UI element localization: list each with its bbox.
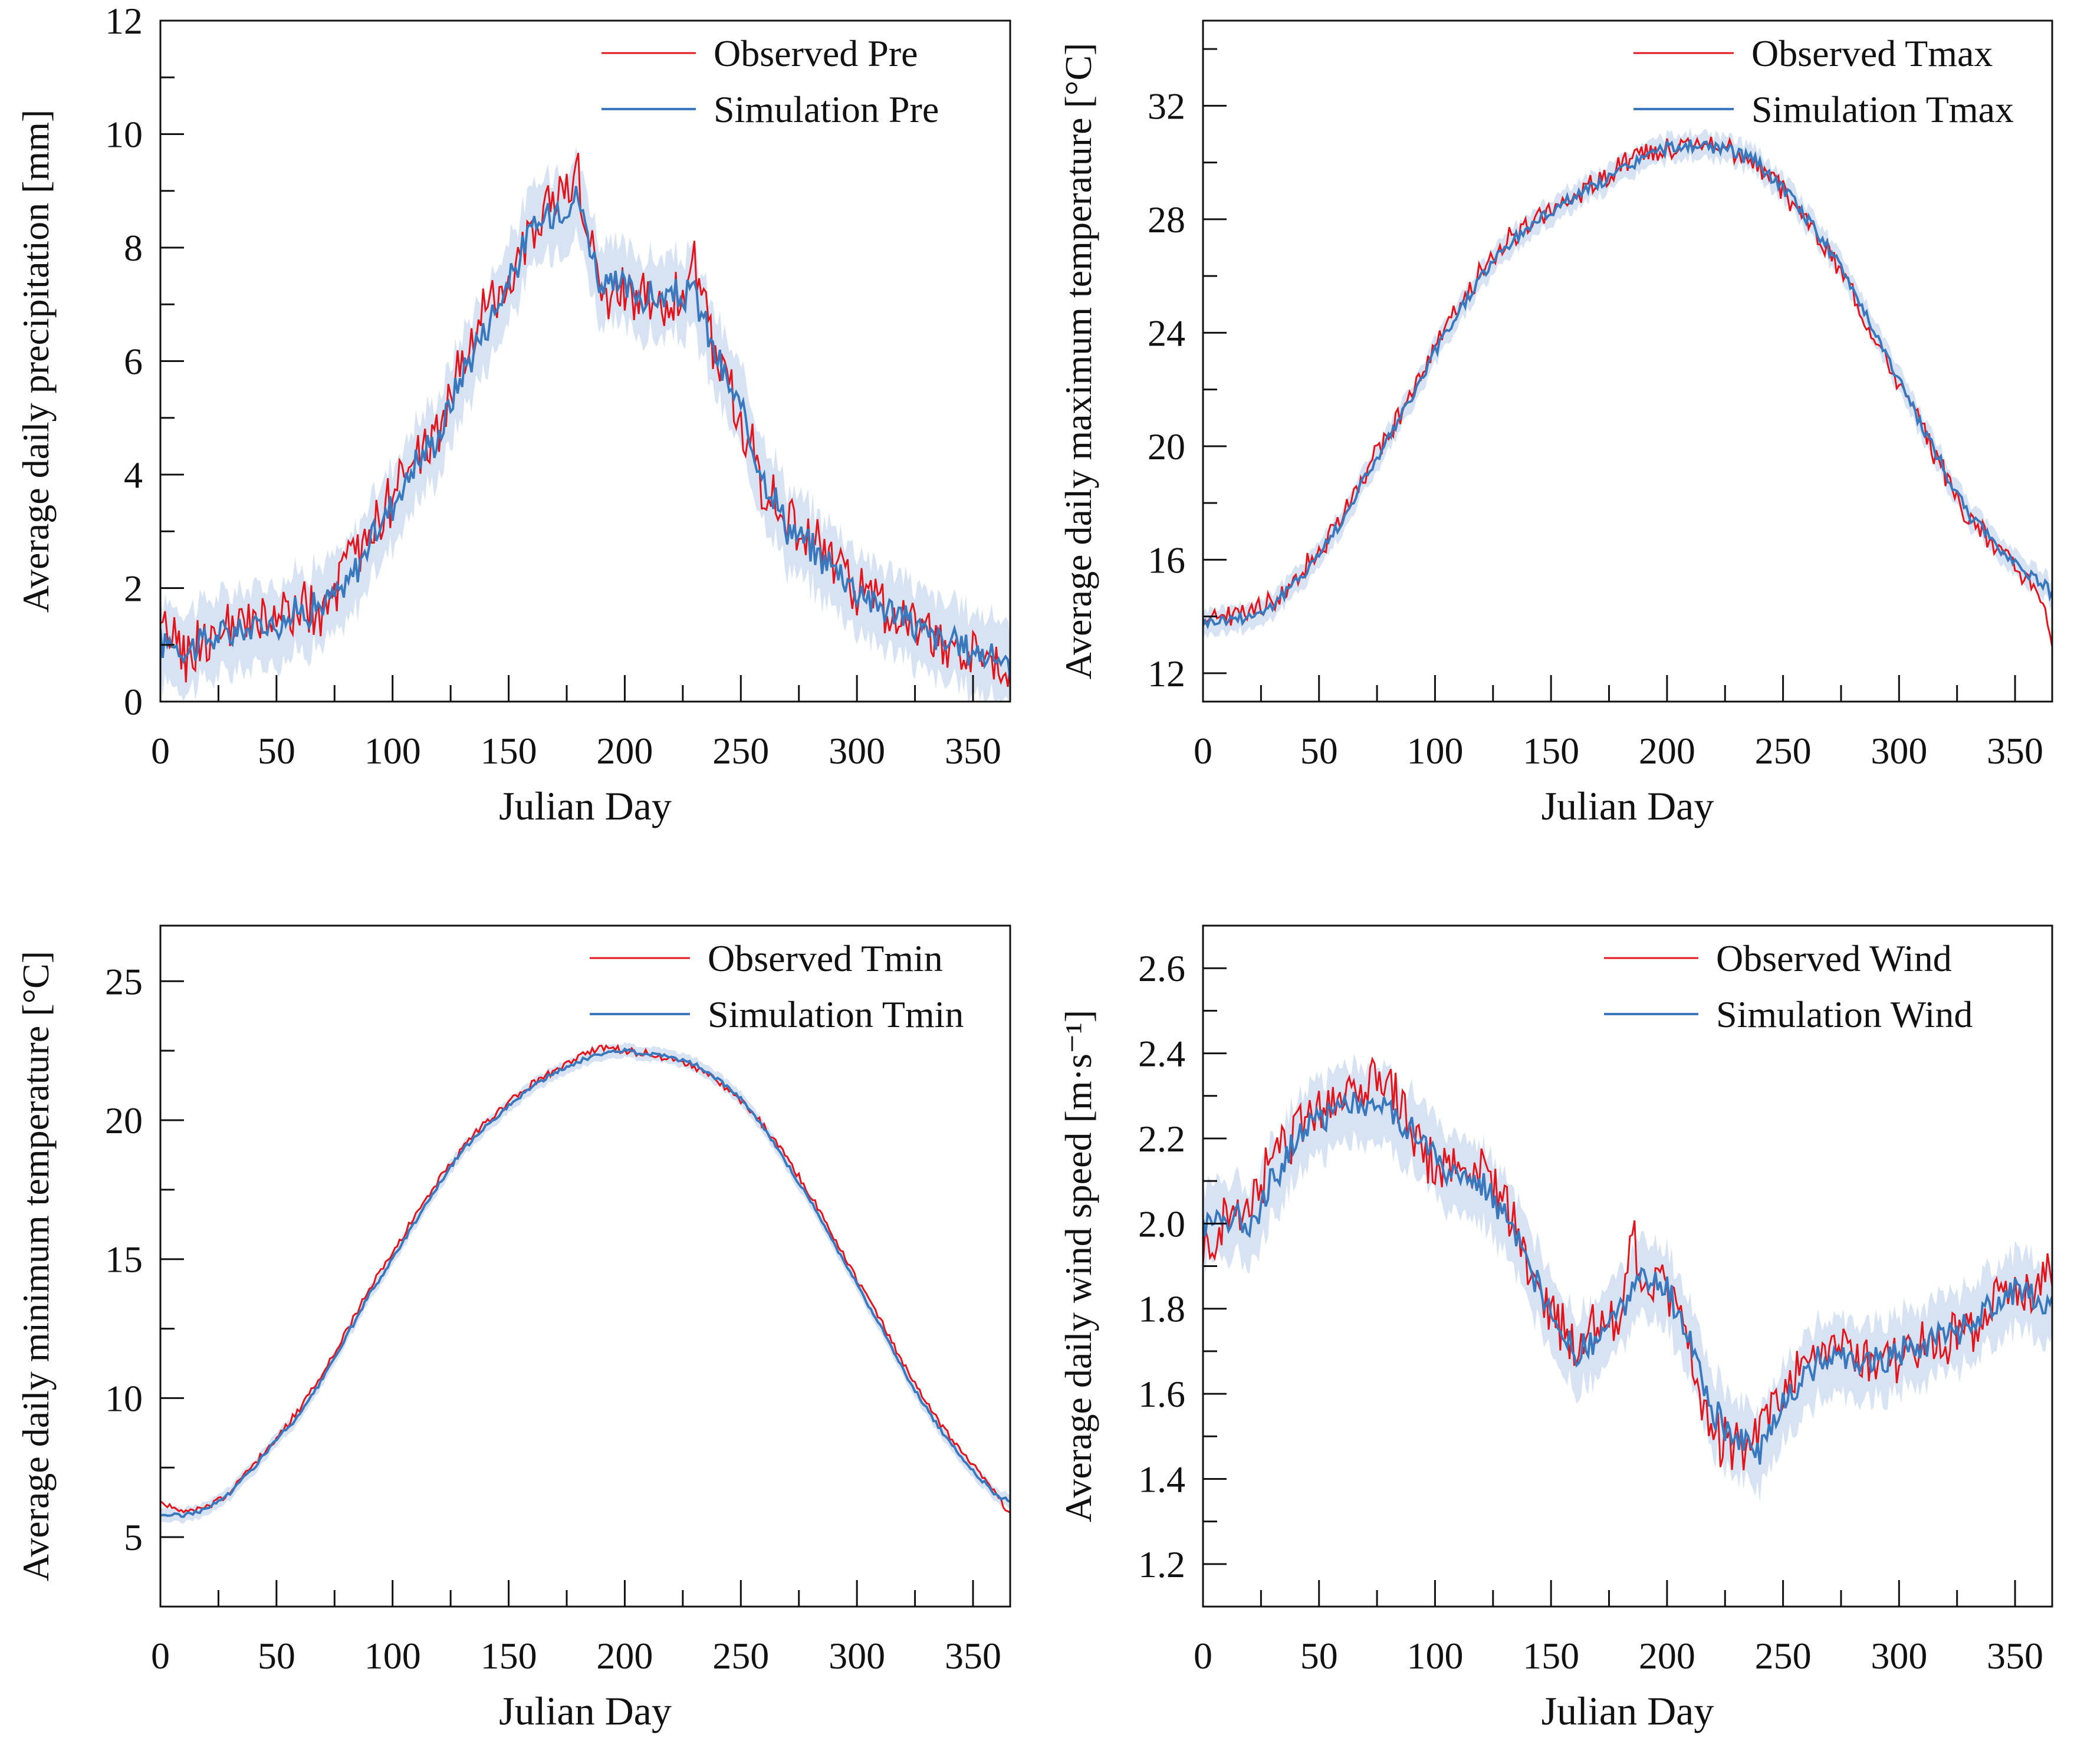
x-axis-label-tmin: Julian Day <box>499 1689 672 1733</box>
x-tick-label-wind: 300 <box>1871 1635 1927 1677</box>
series-line-simulation-wind <box>1203 1091 2052 1465</box>
x-tick-label-tmin: 250 <box>712 1635 769 1677</box>
y-tick-label-wind: 2.0 <box>1138 1203 1185 1245</box>
x-tick-label-wind: 150 <box>1523 1635 1579 1677</box>
x-tick-label-tmin: 200 <box>596 1635 653 1677</box>
uncertainty-band-wind <box>1203 1054 2052 1503</box>
x-axis-label-tmax: Julian Day <box>1541 784 1714 828</box>
y-tick-label-pre: 6 <box>124 341 143 383</box>
x-tick-label-wind: 100 <box>1406 1635 1463 1677</box>
y-tick-label-pre: 0 <box>124 681 143 723</box>
x-tick-label-pre: 150 <box>481 730 537 772</box>
series-line-simulation-tmin <box>160 1047 1010 1518</box>
x-axis-label-pre: Julian Day <box>499 784 672 828</box>
y-tick-label-tmax: 16 <box>1148 539 1185 581</box>
series-line-observed-tmax <box>1203 136 2052 647</box>
legend-label-observed-tmax: Observed Tmax <box>1751 32 1993 74</box>
y-tick-label-tmax: 20 <box>1148 426 1185 468</box>
legend-label-observed-pre: Observed Pre <box>714 32 918 74</box>
x-tick-label-tmin: 0 <box>151 1635 170 1677</box>
x-tick-label-tmin: 150 <box>481 1635 537 1677</box>
x-tick-label-wind: 250 <box>1755 1635 1812 1677</box>
x-tick-label-tmax: 250 <box>1755 730 1812 772</box>
x-tick-label-tmax: 200 <box>1639 730 1695 772</box>
x-tick-label-pre: 100 <box>364 730 421 772</box>
uncertainty-band-pre <box>160 146 1010 702</box>
uncertainty-band-tmin <box>160 1042 1010 1524</box>
legend-label-simulation-tmin: Simulation Tmin <box>708 993 964 1035</box>
x-tick-label-tmax: 0 <box>1194 730 1212 772</box>
y-tick-label-wind: 2.2 <box>1138 1118 1185 1160</box>
x-tick-label-tmax: 350 <box>1987 730 2043 772</box>
x-tick-label-pre: 300 <box>829 730 885 772</box>
y-tick-label-pre: 2 <box>124 568 143 610</box>
x-tick-label-tmin: 100 <box>364 1635 421 1677</box>
y-tick-label-tmin: 5 <box>124 1516 143 1558</box>
x-tick-label-tmin: 50 <box>258 1635 295 1677</box>
x-tick-label-wind: 350 <box>1987 1635 2043 1677</box>
chart-panel-wind: 0 50 100 150 200 250 300 350 1.2 1.4 1.6 1.8 2.0 2.2 2… <box>1057 924 2053 1733</box>
legend-label-simulation-tmax: Simulation Tmax <box>1751 88 2014 130</box>
series-line-simulation-pre <box>160 186 1010 680</box>
plot-frame-tmin <box>159 924 1011 1608</box>
y-tick-label-tmax: 28 <box>1148 199 1185 241</box>
legend-label-simulation-pre: Simulation Pre <box>714 88 939 130</box>
y-tick-label-tmin: 25 <box>105 960 143 1002</box>
x-tick-label-pre: 0 <box>151 730 170 772</box>
x-tick-label-tmax: 50 <box>1300 730 1338 772</box>
legend-label-observed-tmin: Observed Tmin <box>708 937 943 979</box>
y-axis-label-tmax: Average daily maximum temperature [°C] <box>1057 43 1099 680</box>
x-tick-label-wind: 200 <box>1639 1635 1695 1677</box>
x-tick-label-tmax: 300 <box>1871 730 1927 772</box>
chart-panel-tmax: 0 50 100 150 200 250 300 350 12 16 20 24 28 32 Julian … <box>1057 19 2053 828</box>
y-tick-label-tmin: 15 <box>105 1239 143 1281</box>
y-tick-label-pre: 12 <box>105 0 143 42</box>
y-tick-label-tmin: 20 <box>105 1100 143 1141</box>
y-tick-label-wind: 1.2 <box>1138 1544 1185 1585</box>
x-tick-label-tmax: 100 <box>1406 730 1463 772</box>
y-tick-label-tmax: 32 <box>1148 85 1185 127</box>
y-tick-label-wind: 2.6 <box>1138 947 1185 989</box>
y-tick-label-wind: 1.4 <box>1138 1458 1185 1500</box>
legend-label-observed-wind: Observed Wind <box>1716 937 1952 979</box>
series-line-observed-pre <box>160 153 1010 687</box>
x-tick-label-wind: 0 <box>1194 1635 1212 1677</box>
chart-panel-tmin: 0 50 100 150 200 250 300 350 5 10 15 20 25 Julian Day… <box>15 924 1011 1733</box>
y-axis-label-wind: Average daily wind speed [m·s⁻¹] <box>1057 1010 1099 1522</box>
uncertainty-band-tmax <box>1203 127 2052 639</box>
y-tick-label-pre: 10 <box>105 114 143 156</box>
x-tick-label-tmax: 150 <box>1523 730 1579 772</box>
y-tick-label-tmax: 24 <box>1148 312 1185 354</box>
x-tick-label-wind: 50 <box>1300 1635 1338 1677</box>
plot-frame-tmax <box>1202 19 2053 703</box>
y-tick-label-wind: 1.6 <box>1138 1373 1185 1415</box>
x-tick-label-pre: 200 <box>596 730 653 772</box>
y-axis-label-tmin: Average daily minimum temperature [°C] <box>15 951 57 1581</box>
y-tick-label-tmin: 10 <box>105 1377 143 1419</box>
x-tick-label-tmin: 350 <box>945 1635 1001 1677</box>
legend-label-simulation-wind: Simulation Wind <box>1716 993 1973 1035</box>
x-axis-label-wind: Julian Day <box>1541 1689 1714 1733</box>
y-tick-label-wind: 2.4 <box>1138 1033 1185 1075</box>
y-tick-label-tmax: 12 <box>1148 653 1185 695</box>
x-tick-label-pre: 50 <box>258 730 295 772</box>
x-tick-label-tmin: 300 <box>829 1635 885 1677</box>
y-tick-label-wind: 1.8 <box>1138 1288 1185 1330</box>
x-tick-label-pre: 350 <box>945 730 1001 772</box>
y-tick-label-pre: 8 <box>124 227 143 269</box>
y-tick-label-pre: 4 <box>124 454 143 496</box>
x-tick-label-pre: 250 <box>712 730 769 772</box>
chart-panel-pre: 0 50 100 150 200 250 300 350 0 2 4 6 8 10 12 Julian Day… <box>15 0 1011 828</box>
y-axis-label-pre: Average daily precipitation [mm] <box>15 110 57 613</box>
series-line-observed-tmin <box>160 1044 1010 1514</box>
series-line-simulation-tmax <box>1203 139 2052 630</box>
